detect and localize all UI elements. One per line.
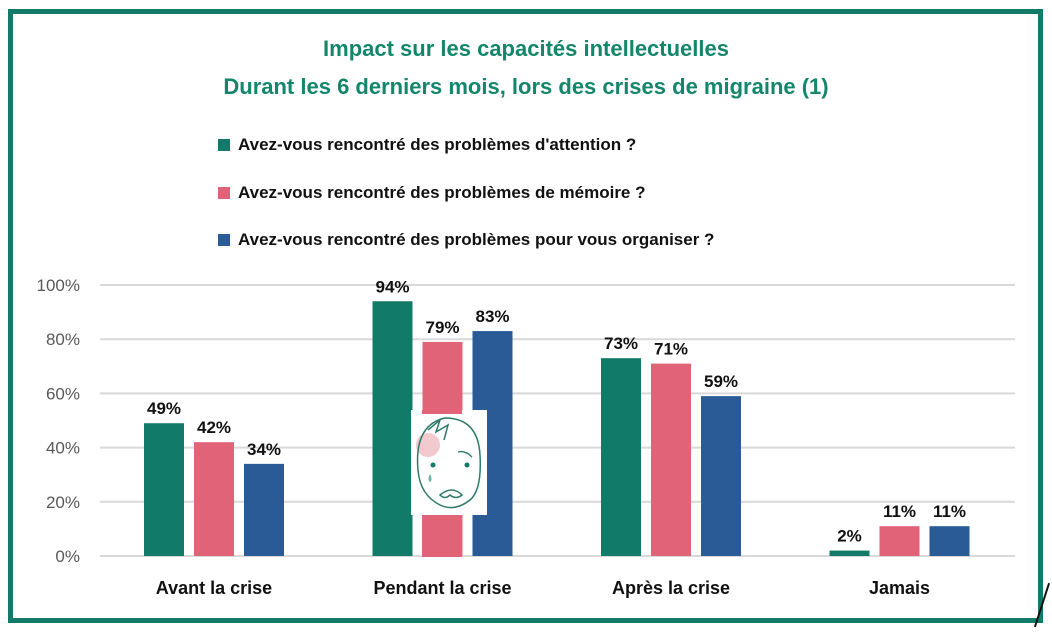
legend-swatch — [218, 139, 230, 151]
chart-title: Impact sur les capacités intellectuelles — [323, 36, 729, 61]
y-tick-label: 60% — [46, 384, 80, 403]
y-tick-label: 80% — [46, 330, 80, 349]
migraine-face-icon — [411, 410, 487, 557]
data-label: 83% — [475, 307, 509, 326]
data-label: 73% — [604, 334, 638, 353]
legend-label: Avez-vous rencontré des problèmes pour v… — [238, 230, 715, 249]
bar — [144, 423, 184, 556]
data-label: 79% — [425, 318, 459, 337]
bar — [244, 463, 284, 556]
data-label: 2% — [837, 527, 862, 546]
legend-item-memoire: Avez-vous rencontré des problèmes de mém… — [218, 183, 646, 203]
bar — [601, 358, 641, 556]
data-label: 42% — [197, 418, 231, 437]
legend-label: Avez-vous rencontré des problèmes d'atte… — [238, 135, 637, 154]
x-category-label: Avant la crise — [156, 578, 272, 598]
data-label: 59% — [704, 372, 738, 391]
data-label: 94% — [375, 277, 409, 296]
data-label: 11% — [933, 502, 966, 521]
y-tick-label: 20% — [46, 493, 80, 512]
data-label: 49% — [147, 399, 181, 418]
y-tick-label: 0% — [55, 547, 80, 566]
x-category-label: Après la crise — [612, 578, 730, 598]
data-label: 34% — [247, 440, 281, 459]
legend-item-organiser: Avez-vous rencontré des problèmes pour v… — [218, 230, 714, 250]
y-tick-label: 40% — [46, 439, 80, 458]
bar — [879, 526, 920, 556]
bar — [372, 301, 413, 556]
bar — [701, 396, 741, 556]
bar — [929, 526, 970, 556]
legend-swatch — [218, 187, 230, 199]
chart-subtitle: Durant les 6 derniers mois, lors des cri… — [223, 74, 829, 99]
legend-label: Avez-vous rencontré des problèmes de mém… — [238, 183, 646, 202]
y-tick-label: 100% — [37, 276, 80, 295]
data-label: 11% — [883, 502, 916, 521]
bar — [194, 442, 234, 556]
x-category-label: Pendant la crise — [373, 578, 511, 598]
x-category-label: Jamais — [869, 578, 930, 598]
data-label: 71% — [654, 340, 688, 359]
bar — [829, 550, 870, 556]
legend-swatch — [218, 234, 230, 246]
legend-item-attention: Avez-vous rencontré des problèmes d'atte… — [218, 135, 636, 155]
bar — [651, 363, 691, 556]
